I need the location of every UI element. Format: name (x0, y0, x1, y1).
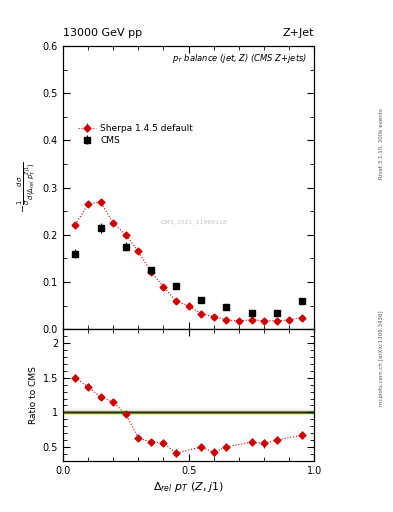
X-axis label: $\Delta_{rel}\ p_T\ (Z,j1)$: $\Delta_{rel}\ p_T\ (Z,j1)$ (153, 480, 224, 494)
Y-axis label: Ratio to CMS: Ratio to CMS (29, 366, 39, 424)
Text: Z+Jet: Z+Jet (283, 28, 314, 38)
Text: 13000 GeV pp: 13000 GeV pp (63, 28, 142, 38)
Text: CMS_2021_11966118: CMS_2021_11966118 (160, 219, 227, 225)
Text: mcplots.cern.ch [arXiv:1306.3436]: mcplots.cern.ch [arXiv:1306.3436] (379, 311, 384, 406)
Y-axis label: $\mathregular{-}\frac{1}{\sigma}\frac{d\sigma}{d(\Delta_{rel}\ p_T^{Zj1})}$: $\mathregular{-}\frac{1}{\sigma}\frac{d\… (16, 162, 39, 214)
Legend: Sherpa 1.4.5 default, CMS: Sherpa 1.4.5 default, CMS (75, 121, 196, 147)
Text: $p_T$ balance (jet, Z) (CMS Z+jets): $p_T$ balance (jet, Z) (CMS Z+jets) (172, 52, 307, 65)
Text: Rivet 3.1.10, 300k events: Rivet 3.1.10, 300k events (379, 108, 384, 179)
